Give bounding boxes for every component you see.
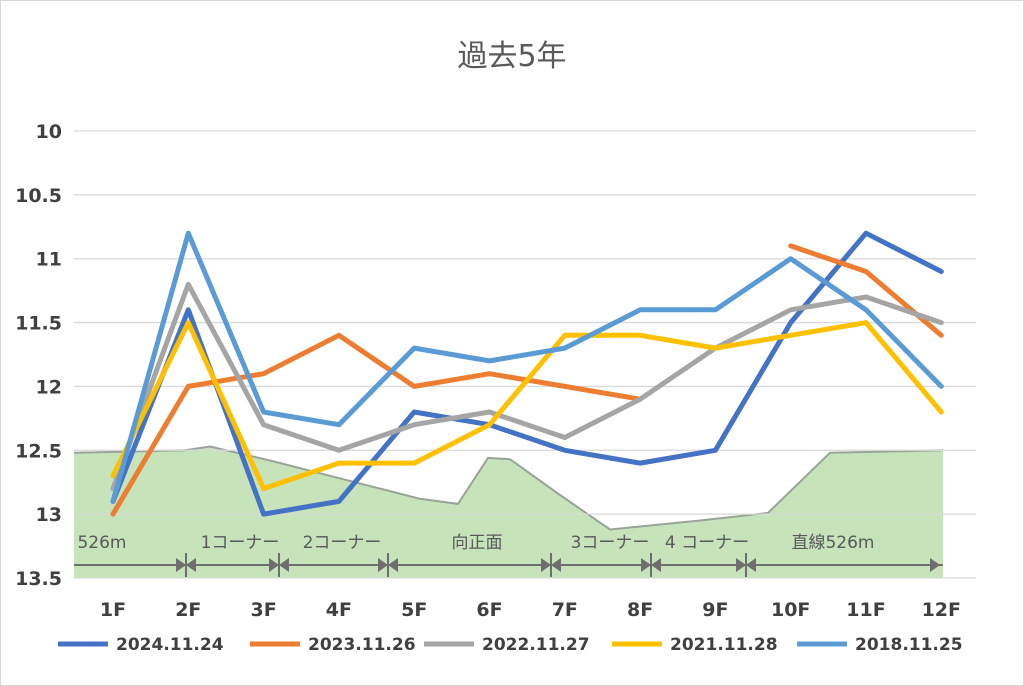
x-tick-label: 2F [175, 599, 201, 621]
y-tick-label: 10.5 [15, 185, 62, 207]
x-tick-label: 1F [100, 599, 126, 621]
legend: 2024.11.24 2023.11.26 2022.11.27 2021.11.28… [58, 635, 963, 655]
section-arrowhead [930, 558, 940, 572]
series-line [110, 320, 944, 492]
series-line [110, 230, 944, 504]
series-line [110, 281, 944, 492]
x-tick-label: 5F [401, 599, 427, 621]
section-arrowhead [176, 558, 186, 572]
section-arrowhead [746, 558, 756, 572]
x-tick-label: 7F [552, 599, 578, 621]
y-tick-label: 10 [36, 121, 62, 143]
course-section-label: 1コーナー [201, 533, 280, 553]
course-section-label: 4 コーナー [665, 533, 749, 553]
section-arrowhead [541, 558, 551, 572]
section-arrowhead [378, 558, 388, 572]
legend-label: 2023.11.26 [308, 635, 416, 655]
series-line [110, 332, 643, 517]
legend-label: 2024.11.24 [116, 635, 224, 655]
y-tick-label: 13 [36, 504, 62, 526]
course-section-label: 直線526m [791, 533, 874, 553]
section-arrowhead [651, 558, 661, 572]
section-arrowhead [186, 558, 196, 572]
course-section-label: 向正面 [452, 533, 503, 553]
course-section-label: 2コーナー [303, 533, 382, 553]
legend-label: 2018.11.25 [855, 635, 963, 655]
x-tick-label: 4F [326, 599, 352, 621]
y-tick-label: 11 [36, 249, 62, 271]
section-arrowhead [641, 558, 651, 572]
x-tick-label: 3F [250, 599, 276, 621]
y-tick-label: 13.5 [15, 568, 62, 590]
section-arrowhead [736, 558, 746, 572]
section-arrowhead [279, 558, 289, 572]
y-tick-label: 12.5 [15, 440, 62, 462]
legend-label: 2022.11.27 [482, 635, 590, 655]
section-arrowhead [269, 558, 279, 572]
x-tick-label: 8F [627, 599, 653, 621]
x-axis-labels: 1F 2F 3F 4F 5F 6F 7F 8F 9F 10F 11F 12F [100, 599, 961, 621]
y-tick-label: 12 [36, 376, 62, 398]
course-section-label: 3コーナー [571, 533, 650, 553]
course-section-label: 526m [77, 533, 126, 553]
legend-label: 2021.11.28 [670, 635, 778, 655]
series-lines [110, 230, 944, 517]
section-arrowhead [551, 558, 561, 572]
x-tick-label: 12F [922, 599, 961, 621]
y-axis-labels: 10 10.5 11 11.5 12 12.5 13 13.5 [15, 121, 62, 590]
x-tick-label: 6F [476, 599, 502, 621]
y-tick-label: 11.5 [15, 313, 62, 335]
x-tick-label: 11F [846, 599, 885, 621]
section-arrowhead [388, 558, 398, 572]
x-tick-label: 9F [702, 599, 728, 621]
x-tick-label: 10F [771, 599, 810, 621]
chart-title: 過去5年 [457, 39, 566, 74]
